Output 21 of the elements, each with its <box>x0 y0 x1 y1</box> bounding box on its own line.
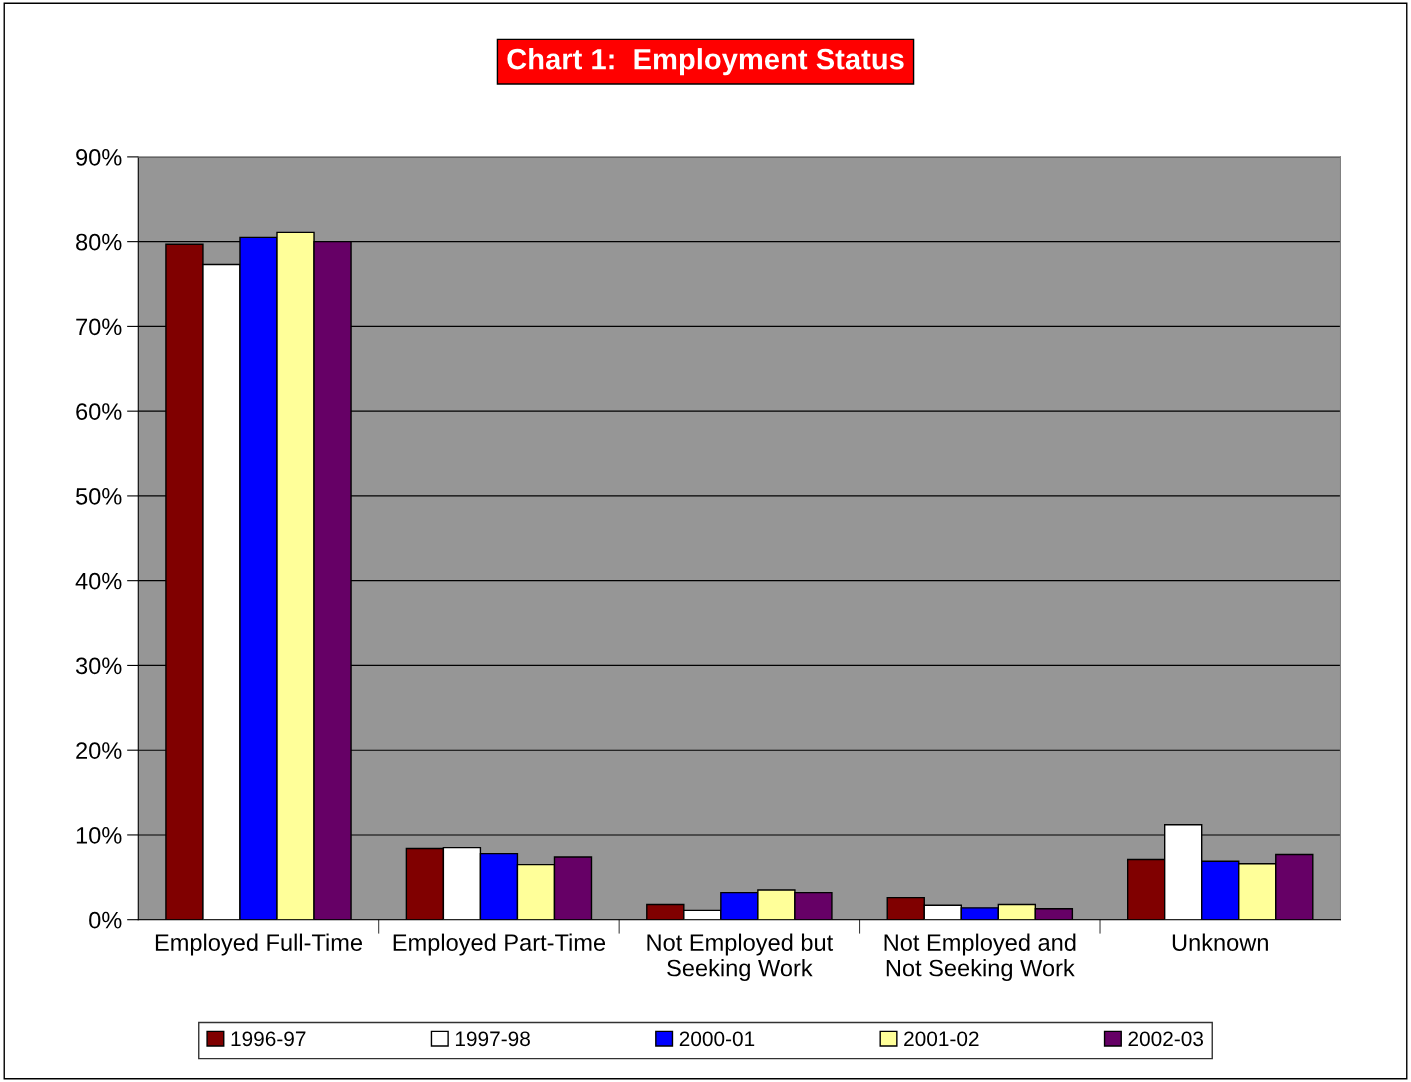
y-tick-label: 30% <box>75 657 122 675</box>
y-tick-label: 40% <box>75 572 122 590</box>
y-tick-label: 10% <box>76 827 122 844</box>
legend-label: 1997-98 <box>455 1031 530 1047</box>
y-tick-label: 50% <box>75 487 122 505</box>
chart-title: Chart 1: Employment Status <box>507 48 904 76</box>
y-tick-label: 0% <box>89 911 122 929</box>
legend-label: 2000-01 <box>679 1031 755 1047</box>
legend-label: 2002-03 <box>1128 1031 1204 1047</box>
legend-label: 2001-02 <box>904 1031 979 1047</box>
y-tick-label: 90% <box>76 148 122 166</box>
y-tick-label: 20% <box>76 742 122 759</box>
y-tick-label: 70% <box>76 318 122 336</box>
y-tick-label: 60% <box>76 403 122 420</box>
x-tick-label: Not Employed and Not Seeking Work <box>884 933 1076 982</box>
x-tick-label: Employed Part-Time <box>393 933 606 956</box>
x-tick-label: Unknown <box>1172 933 1268 951</box>
x-tick-label: Employed Full-Time <box>155 933 362 956</box>
y-tick-label: 80% <box>76 233 122 251</box>
legend-label: 1996-97 <box>231 1031 306 1047</box>
x-tick-label: Not Employed but Seeking Work <box>647 933 834 982</box>
